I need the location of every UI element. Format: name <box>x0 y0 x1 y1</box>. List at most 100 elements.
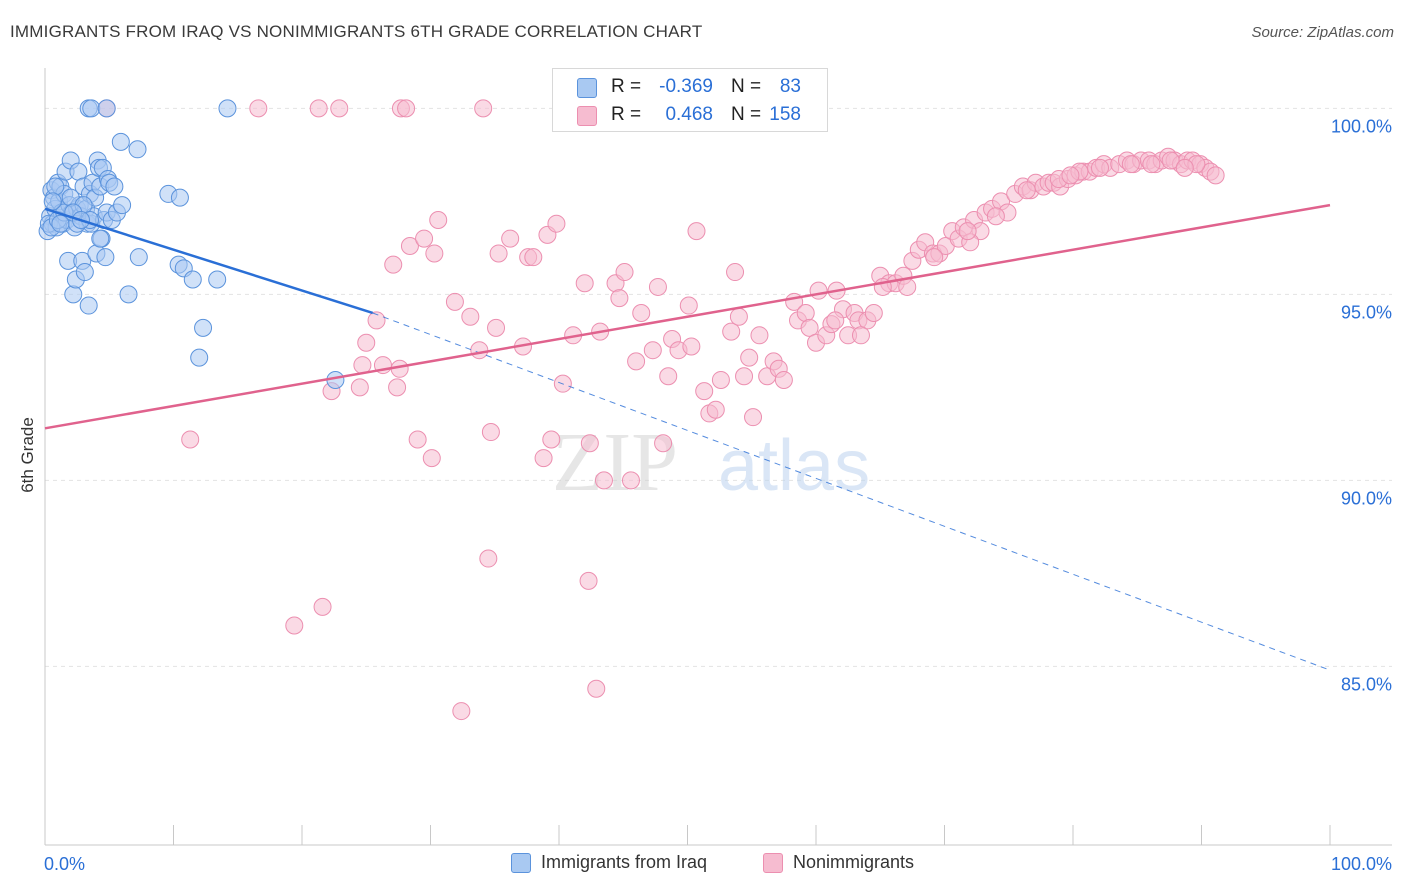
nonimmigrants-point <box>1017 181 1036 200</box>
trend-lines <box>44 203 1331 671</box>
nonimmigrants-point <box>350 378 369 397</box>
nonimmigrants-point <box>851 326 870 345</box>
iraq-point <box>128 140 147 159</box>
nonimmigrants-point <box>429 210 448 229</box>
nonimmigrants-point <box>181 430 200 449</box>
iraq-point <box>51 214 70 233</box>
nonimmigrants-point <box>384 255 403 274</box>
legend-label-iraq: Immigrants from Iraq <box>541 852 708 872</box>
nonimmigrants-point <box>735 367 754 386</box>
iraq-point <box>190 348 209 367</box>
nonimmigrants-point <box>1121 155 1140 174</box>
nonimmigrants-point <box>474 99 493 118</box>
nonimmigrants-point <box>285 616 304 635</box>
nonimmigrants-point <box>501 229 520 248</box>
iraq-swatch <box>577 78 597 98</box>
iraq-trend-extension <box>372 312 1331 671</box>
nonimmigrants-point <box>729 307 748 326</box>
nonimmigrants-point <box>542 430 561 449</box>
n-label: N = <box>731 76 762 97</box>
nonimmigrants-point <box>388 378 407 397</box>
nonimmigrants-point <box>774 370 793 389</box>
nonimmigrants-point <box>580 434 599 453</box>
iraq-point <box>46 177 65 196</box>
watermark-atlas: atlas <box>718 426 870 506</box>
nonimmigrants-point <box>479 549 498 568</box>
tick-labels: 85.0% 90.0% 95.0% 100.0% 0.0% 100.0% <box>44 116 1392 874</box>
x-tick-label: 0.0% <box>44 854 85 874</box>
nonimmigrants-point <box>809 281 828 300</box>
nonimmigrants-point <box>487 318 506 337</box>
nonimmigrants-point <box>422 449 441 468</box>
nonimmigrants-point <box>313 597 332 616</box>
source-label: Source: ZipAtlas.com <box>1251 24 1394 41</box>
axes <box>44 68 1392 846</box>
iraq-point <box>113 196 132 215</box>
nonimmigrants-point <box>648 277 667 296</box>
iraq-point <box>64 285 83 304</box>
iraq-point <box>208 270 227 289</box>
nonimmigrants-point <box>425 244 444 263</box>
nonimmigrants-point <box>534 449 553 468</box>
nonimmigrants-point <box>864 303 883 322</box>
y-tick-label: 100.0% <box>1331 116 1392 136</box>
n-value: 83 <box>779 76 801 97</box>
nonimmigrants-point <box>489 244 508 263</box>
legend-swatch-iraq <box>511 853 531 873</box>
nonimmigrants-point <box>367 311 386 330</box>
iraq-point <box>82 99 101 118</box>
iraq-point <box>129 248 148 267</box>
iraq-point <box>91 229 110 248</box>
nonimmigrants-point <box>1090 158 1109 177</box>
nonimmigrants-point <box>898 277 917 296</box>
iraq-point <box>96 248 115 267</box>
iraq-trend-line <box>44 207 374 315</box>
nonimmigrants-point <box>744 408 763 427</box>
iraq-point <box>43 192 62 211</box>
x-tick-label: 100.0% <box>1331 854 1392 874</box>
nonimmigrants-point <box>958 222 977 241</box>
nonimmigrants-point <box>750 326 769 345</box>
nonimmigrants-point <box>357 333 376 352</box>
legend-label-nonimmigrants: Nonimmigrants <box>793 852 915 872</box>
nonimmigrants-point <box>687 222 706 241</box>
nonimmigrants-point <box>740 348 759 367</box>
nonimmigrants-point <box>587 679 606 698</box>
nonimmigrants-point <box>679 296 698 315</box>
nonimmigrants-point <box>615 263 634 282</box>
r-label: R = <box>611 104 642 125</box>
iraq-point <box>105 177 124 196</box>
nonimmigrants-point <box>415 229 434 248</box>
nonimmigrants-point <box>575 274 594 293</box>
nonimmigrants-point <box>796 303 815 322</box>
nonimmigrants-point <box>579 571 598 590</box>
nonimmigrants-point <box>654 434 673 453</box>
nonimmigrants-point <box>610 289 629 308</box>
legend-swatch-nonimmigrants <box>763 853 783 873</box>
nonimmigrants-point <box>722 322 741 341</box>
nonimmigrants-point <box>800 318 819 337</box>
n-label: N = <box>731 104 762 125</box>
grid-lines <box>45 107 1392 667</box>
nonimmigrants-point <box>249 99 268 118</box>
chart-title: IMMIGRANTS FROM IRAQ VS NONIMMIGRANTS 6T… <box>10 22 703 41</box>
nonimmigrants-point <box>524 248 543 267</box>
nonimmigrants-swatch <box>577 106 597 126</box>
nonimmigrants-point <box>695 382 714 401</box>
iraq-point <box>183 270 202 289</box>
nonimmigrants-trend-line <box>44 203 1331 430</box>
y-axis-label: 6th Grade <box>18 417 37 493</box>
iraq-point <box>119 285 138 304</box>
iraq-point <box>194 318 213 337</box>
nonimmigrants-point <box>452 702 471 721</box>
nonimmigrants-point <box>397 99 416 118</box>
nonimmigrants-point <box>682 337 701 356</box>
nonimmigrants-point <box>445 292 464 311</box>
iraq-points <box>38 99 345 389</box>
nonimmigrants-point <box>726 263 745 282</box>
nonimmigrants-point <box>1142 155 1161 174</box>
nonimmigrants-point <box>986 207 1005 226</box>
iraq-point <box>111 132 130 151</box>
nonimmigrants-point <box>547 214 566 233</box>
